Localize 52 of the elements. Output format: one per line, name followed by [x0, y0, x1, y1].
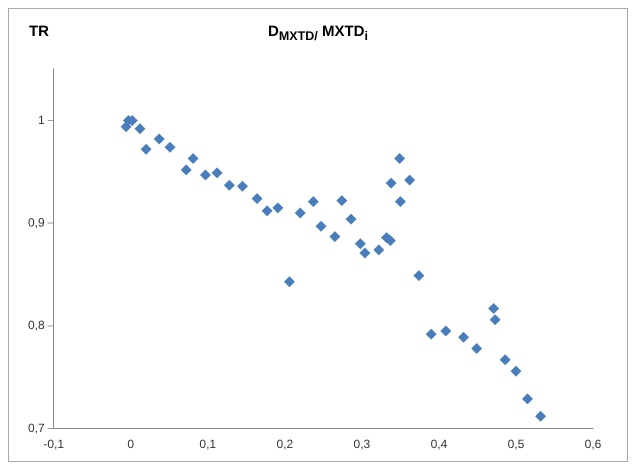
point — [488, 302, 500, 314]
point — [394, 153, 406, 164]
point — [272, 202, 284, 214]
point — [458, 332, 470, 343]
x-tick-label: 0,6 — [584, 437, 602, 452]
point — [426, 328, 437, 340]
point — [490, 314, 501, 326]
point — [500, 354, 511, 366]
point — [316, 220, 327, 232]
point — [471, 343, 482, 354]
point — [354, 238, 366, 250]
point — [346, 214, 357, 225]
point — [140, 144, 152, 155]
point — [252, 193, 263, 204]
y-tick-label: 1 — [38, 112, 45, 127]
point — [359, 248, 370, 259]
y-tick-label: 0,8 — [28, 318, 45, 332]
point — [262, 205, 273, 216]
x-tick-label: 0,5 — [508, 437, 525, 452]
point — [284, 276, 295, 288]
point — [308, 196, 319, 208]
point — [134, 123, 146, 134]
x-tick-label: -0,1 — [43, 437, 64, 452]
point — [164, 142, 176, 153]
point — [386, 178, 397, 189]
point — [294, 207, 306, 218]
x-tick-label: 0,4 — [430, 437, 448, 452]
point — [224, 180, 235, 191]
point — [404, 174, 416, 186]
point — [535, 410, 546, 422]
point — [329, 231, 340, 242]
point — [510, 366, 522, 377]
y-tick-label: 0,9 — [28, 216, 45, 230]
y-tick-label: 0,7 — [28, 420, 45, 435]
point — [440, 326, 452, 337]
chart-title: D$_{MXTD/}$ MXTD$_{i}$ — [268, 23, 368, 43]
point — [236, 180, 248, 192]
point — [522, 393, 534, 404]
point — [413, 270, 424, 282]
point — [200, 169, 211, 180]
point — [373, 244, 384, 256]
x-tick-label: 0 — [127, 437, 134, 452]
point — [394, 196, 406, 208]
x-tick-label: 0,3 — [354, 437, 371, 452]
x-tick-label: 0,2 — [276, 437, 294, 452]
y-axis-title: TR — [29, 23, 49, 40]
point — [336, 195, 348, 206]
x-tick-label: 0,1 — [199, 437, 216, 452]
point — [180, 164, 192, 176]
point — [154, 134, 165, 145]
point — [188, 153, 199, 164]
point — [212, 167, 223, 178]
